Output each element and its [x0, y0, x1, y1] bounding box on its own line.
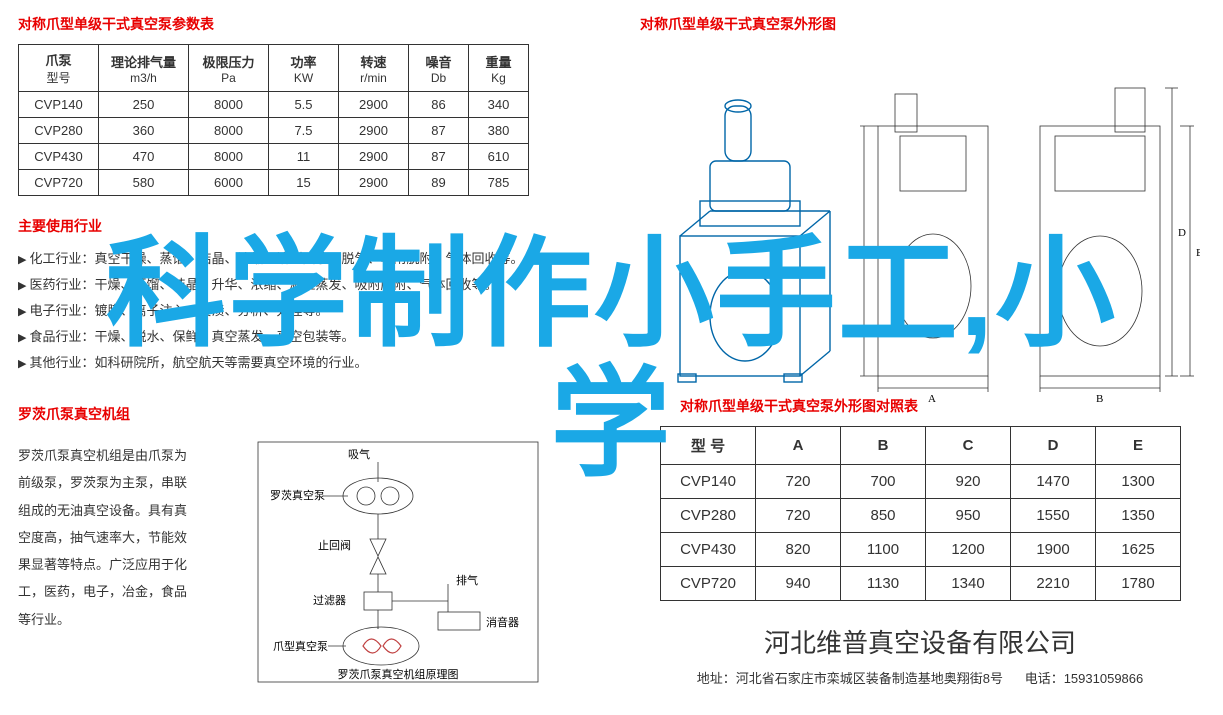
- svg-text:A: A: [928, 393, 936, 405]
- list-item: 其他行业：如科研院所，航空航天等需要真空环境的行业。: [18, 350, 618, 376]
- param-col-5: 噪音Db: [409, 45, 469, 92]
- table-row: CVP430470800011290087610: [19, 144, 529, 170]
- svg-text:吸气: 吸气: [348, 447, 370, 461]
- list-item: 食品行业：干燥、脱水、保鲜、真空蒸发、真空包装等。: [18, 324, 618, 350]
- industries-title: 主要使用行业: [18, 216, 618, 236]
- svg-text:过滤器: 过滤器: [313, 594, 346, 607]
- dim-col-4: D: [1011, 427, 1096, 465]
- svg-text:罗茨真空泵: 罗茨真空泵: [270, 488, 325, 502]
- table-row: CVP14072070092014701300: [661, 465, 1181, 499]
- svg-text:止回阀: 止回阀: [318, 538, 351, 552]
- svg-text:消音器: 消音器: [486, 615, 519, 629]
- table-row: CVP720580600015290089785: [19, 170, 529, 196]
- param-col-1: 理论排气量m3/h: [99, 45, 189, 92]
- outline-title: 对称爪型单级干式真空泵外形图: [640, 14, 1200, 34]
- param-col-0: 爪泵型号: [19, 45, 99, 92]
- svg-text:排气: 排气: [456, 573, 478, 587]
- machine-group-diagram: 吸气 罗茨真空泵 止回阀 过滤器: [198, 434, 558, 697]
- table-row: CVP28036080007.5290087380: [19, 118, 529, 144]
- dim-col-3: C: [926, 427, 1011, 465]
- svg-text:罗茨爪泵真空机组原理图: 罗茨爪泵真空机组原理图: [338, 667, 459, 681]
- svg-text:D: D: [1178, 227, 1186, 239]
- dim-col-2: B: [841, 427, 926, 465]
- param-col-4: 转速r/min: [339, 45, 409, 92]
- dim-col-1: A: [756, 427, 841, 465]
- dim-col-0: 型 号: [661, 427, 756, 465]
- table-row: CVP7209401130134022101780: [661, 567, 1181, 601]
- param-col-3: 功率KW: [269, 45, 339, 92]
- param-col-6: 重量Kg: [469, 45, 529, 92]
- addr-label: 地址：: [697, 671, 736, 686]
- company-name: 河北维普真空设备有限公司: [640, 623, 1200, 660]
- machine-group-title: 罗茨爪泵真空机组: [18, 404, 618, 424]
- table-row: CVP14025080005.5290086340: [19, 92, 529, 118]
- svg-text:B: B: [1096, 393, 1103, 405]
- industries-list: 化工行业：真空干燥、蒸馏、结晶、浓缩、溶剂回收、脱气、吸附脱附、气体回收等。医药…: [18, 246, 618, 376]
- list-item: 电子行业：镀膜、离子注入、浸渍、分析、处理等。: [18, 298, 618, 324]
- svg-text:E: E: [1196, 247, 1200, 259]
- svg-text:爪型真空泵: 爪型真空泵: [273, 639, 328, 653]
- dim-col-5: E: [1096, 427, 1181, 465]
- tel-label: 电话：: [1025, 671, 1064, 686]
- machine-group-desc: 罗茨爪泵真空机组是由爪泵为前级泵，罗茨泵为主泵，串联组成的无油真空设备。具有真空…: [18, 442, 188, 633]
- svg-text:C: C: [856, 247, 863, 259]
- company-tel: 15931059866: [1064, 671, 1144, 686]
- param-col-2: 极限压力Pa: [189, 45, 269, 92]
- dim-table: 型 号ABCDE CVP14072070092014701300CVP28072…: [660, 426, 1181, 601]
- table-row: CVP28072085095015501350: [661, 499, 1181, 533]
- table-row: CVP4308201100120019001625: [661, 533, 1181, 567]
- param-table-title: 对称爪型单级干式真空泵参数表: [18, 14, 618, 34]
- param-table: 爪泵型号理论排气量m3/h极限压力Pa功率KW转速r/min噪音Db重量Kg C…: [18, 44, 529, 196]
- list-item: 化工行业：真空干燥、蒸馏、结晶、浓缩、溶剂回收、脱气、吸附脱附、气体回收等。: [18, 246, 618, 272]
- list-item: 医药行业：干燥、蒸馏、结晶、升华、浓缩、减压蒸发、吸附脱附、气体回收等。: [18, 272, 618, 298]
- company-address: 河北省石家庄市栾城区装备制造基地奥翔街8号: [736, 671, 1003, 686]
- company-block: 河北维普真空设备有限公司 地址：河北省石家庄市栾城区装备制造基地奥翔街8号 电话…: [640, 623, 1200, 687]
- outline-drawings: C A D E: [640, 44, 1200, 384]
